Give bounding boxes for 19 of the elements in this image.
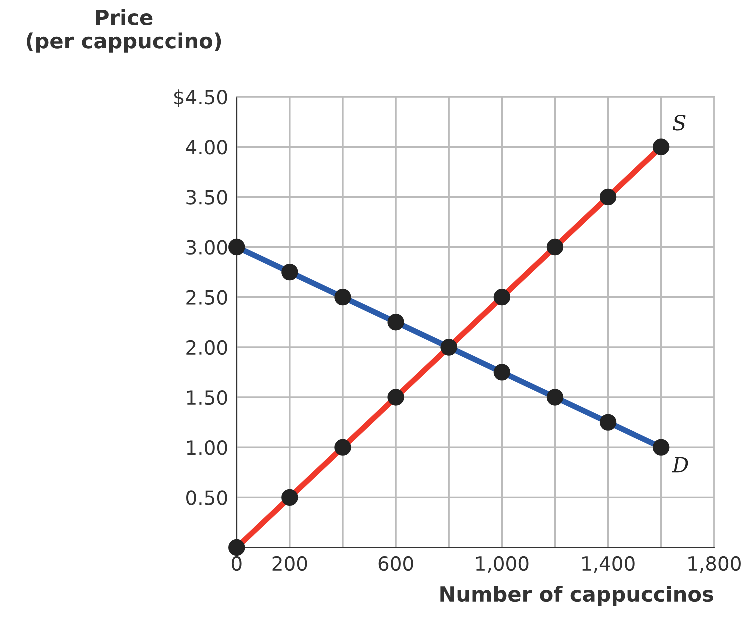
y-tick-label: 3.00 <box>186 240 228 255</box>
y-tick-label: $4.50 <box>174 90 228 108</box>
y-axis-title: Price (per cappuccino) <box>27 9 222 53</box>
series-label: S <box>673 114 686 131</box>
y-tick-label: 2.50 <box>186 290 228 306</box>
y-tick-label: 4.00 <box>186 140 228 155</box>
series-label: D <box>672 457 688 473</box>
y-tick-label: 0.50 <box>186 490 228 506</box>
x-tick-label: 0 <box>232 556 242 572</box>
x-tick-label: 1,800 <box>688 556 741 574</box>
x-axis-title: Number of cappuccinos <box>440 586 714 606</box>
y-tick-label: 1.00 <box>187 440 228 456</box>
x-tick-label: 200 <box>272 556 308 572</box>
x-tick-label: 1,400 <box>582 556 635 574</box>
y-tick-label: 3.50 <box>186 190 228 205</box>
x-tick-label: 1,000 <box>476 556 529 574</box>
x-tick-label: 600 <box>378 556 414 572</box>
y-tick-label: 2.00 <box>186 340 228 356</box>
y-tick-label: 1.50 <box>187 390 228 406</box>
